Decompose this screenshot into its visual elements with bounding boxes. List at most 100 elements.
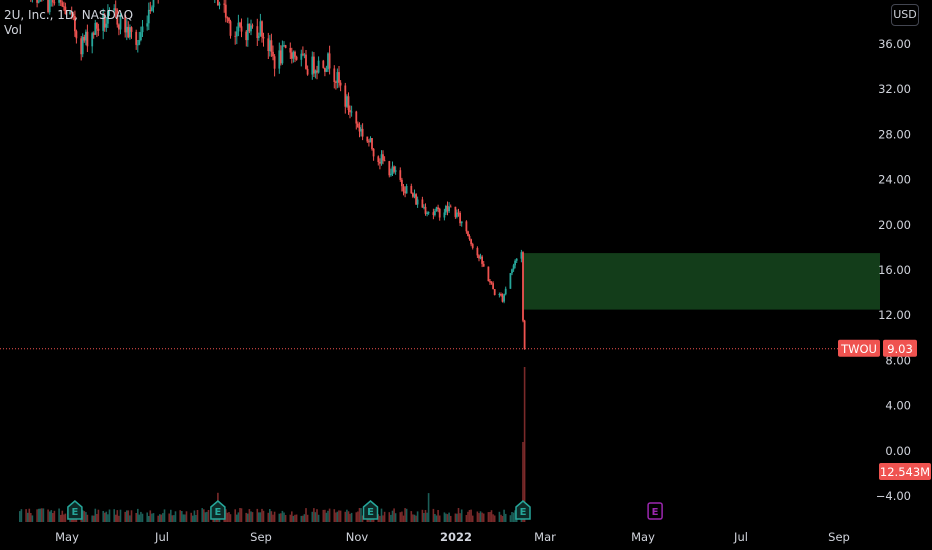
volume-bar <box>85 512 87 522</box>
earnings-marker-label: E <box>652 507 659 518</box>
candle <box>136 40 139 53</box>
candle <box>228 17 230 24</box>
candle <box>125 19 128 41</box>
volume-bar <box>47 509 49 522</box>
y-tick-label: 32.00 <box>878 82 911 96</box>
volume-bar <box>437 510 439 522</box>
candle <box>256 18 259 46</box>
candle <box>250 19 252 36</box>
volume-tag-text: 12.543M <box>880 465 930 479</box>
volume-bar <box>514 510 516 522</box>
volume-bar <box>179 510 181 522</box>
volume-bar <box>292 515 295 522</box>
volume-bar <box>482 513 485 522</box>
volume-bar <box>344 511 347 522</box>
volume-bar <box>434 514 436 522</box>
highlight-zone[interactable] <box>523 253 880 310</box>
candle <box>443 208 446 221</box>
candle <box>503 293 505 304</box>
volume-bar <box>501 516 504 522</box>
volume-bar <box>31 515 34 522</box>
candle <box>361 123 364 141</box>
volume-bar <box>149 510 152 522</box>
volume-bar <box>92 515 95 522</box>
volume-bar <box>113 509 115 522</box>
volume-bar <box>278 513 281 522</box>
x-tick-label: May <box>55 530 79 544</box>
candle <box>457 208 460 217</box>
volume-bar <box>339 510 342 522</box>
candle <box>487 266 490 282</box>
volume-bar <box>196 510 199 522</box>
candle <box>292 50 295 63</box>
candle <box>399 167 402 182</box>
candle <box>423 204 425 210</box>
candle <box>446 201 449 216</box>
volume-bar <box>500 514 502 522</box>
candle <box>295 55 298 61</box>
volume-bar <box>281 510 284 522</box>
volume-tag <box>879 463 931 480</box>
candle <box>235 26 238 45</box>
volume-bar <box>284 515 287 522</box>
candle <box>522 251 524 323</box>
candle <box>237 14 240 37</box>
volume-bar <box>390 514 392 522</box>
candle <box>372 148 375 161</box>
volume-bar <box>322 509 325 522</box>
volume-bar <box>228 512 230 522</box>
volume-bar <box>490 510 493 522</box>
candle <box>116 8 119 28</box>
candle <box>92 31 95 39</box>
volume-bar <box>523 367 526 522</box>
volume-bar <box>317 514 320 522</box>
x-tick-label: Mar <box>534 530 556 544</box>
earnings-marker[interactable]: E <box>647 502 663 520</box>
volume-bar <box>503 509 505 522</box>
volume-bar <box>129 515 131 522</box>
candle <box>520 249 523 263</box>
volume-bar <box>399 512 402 522</box>
candle <box>262 32 265 47</box>
y-tick-label: −4.00 <box>876 489 911 503</box>
earnings-marker[interactable]: E <box>362 500 379 520</box>
candle <box>305 50 307 70</box>
candle <box>248 23 251 34</box>
volume-bar <box>108 509 111 522</box>
volume-bar <box>333 509 336 522</box>
candle <box>366 136 369 143</box>
volume-bar <box>448 512 450 522</box>
earnings-marker[interactable]: E <box>67 500 83 520</box>
candle <box>270 33 273 57</box>
volume-bar <box>170 509 172 522</box>
earnings-marker[interactable]: E <box>210 500 226 520</box>
candle <box>91 31 94 54</box>
price-axis[interactable]: 36.00 32.00 28.00 24.00 20.00 16.00 12.00 8.00 4… <box>876 0 932 550</box>
volume-bar <box>446 514 449 522</box>
time-axis[interactable]: May Jul Sep Nov 2022 Mar May Jul Sep <box>55 530 850 544</box>
candle <box>47 0 49 14</box>
candle <box>448 202 450 213</box>
volume-bar <box>481 512 483 522</box>
candle <box>358 122 361 138</box>
candle <box>523 319 526 350</box>
volume-bar <box>229 514 232 522</box>
candle <box>129 24 131 40</box>
candle <box>390 168 392 177</box>
volume-bar <box>316 509 318 522</box>
candle <box>479 253 482 260</box>
candle <box>476 246 479 258</box>
volume-bar <box>512 512 515 522</box>
axis-tags: TWOU 9.03 12.543M <box>838 339 931 480</box>
volume-bar <box>487 512 490 522</box>
candle <box>339 80 342 92</box>
candle <box>268 35 271 57</box>
earnings-marker[interactable]: E <box>515 500 531 520</box>
volume-bar <box>471 515 474 522</box>
volume-bar <box>107 514 109 522</box>
volume-bar <box>383 511 386 522</box>
currency-button[interactable]: USD <box>891 4 919 26</box>
volume-bar <box>324 509 326 522</box>
